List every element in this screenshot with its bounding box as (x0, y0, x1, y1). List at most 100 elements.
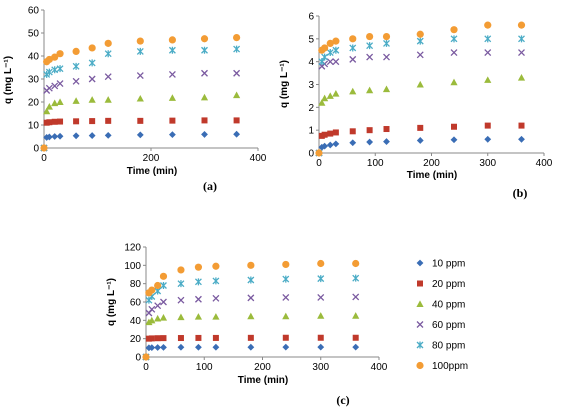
data-point (233, 117, 240, 124)
data-point (56, 80, 64, 88)
y-tick-label: 10 (28, 121, 40, 132)
data-point (51, 66, 59, 74)
x-tick-label: 300 (312, 362, 329, 373)
data-point (169, 117, 176, 124)
data-point (40, 144, 48, 152)
data-point (518, 122, 525, 129)
data-point (326, 92, 334, 99)
legend-label: 20 ppm (432, 279, 465, 290)
data-point (136, 94, 144, 102)
legend: 10 ppm 20 ppm 40 ppm 60 ppm 80 ppm 100ppm (416, 259, 468, 372)
data-point (201, 117, 208, 124)
data-point (352, 293, 360, 301)
y-tick-label: 0 (135, 353, 141, 364)
data-point (321, 131, 328, 138)
y-tick-label: 6 (308, 12, 314, 23)
data-point (212, 277, 220, 285)
series-80ppm (315, 35, 525, 157)
y-tick-label: 5 (308, 34, 314, 45)
data-point (148, 286, 156, 294)
data-point (88, 132, 96, 139)
data-point (282, 312, 290, 320)
data-point (517, 74, 526, 81)
y-tick-label: 0 (308, 149, 314, 160)
data-point (247, 343, 255, 351)
x-tick-label: 200 (254, 362, 271, 373)
data-point (416, 37, 424, 45)
data-point (383, 39, 390, 47)
data-point (88, 75, 96, 83)
data-point (383, 53, 390, 61)
data-point (177, 313, 185, 321)
data-point (72, 47, 80, 56)
data-point (154, 281, 162, 290)
legend-marker (416, 341, 424, 349)
data-point (45, 68, 53, 76)
data-point (326, 39, 334, 48)
data-point (315, 149, 323, 157)
data-point (518, 35, 525, 43)
data-point (212, 294, 220, 302)
data-point (352, 334, 359, 341)
data-point (349, 35, 357, 43)
data-point (51, 53, 59, 61)
data-point (317, 312, 325, 319)
data-point (194, 313, 203, 320)
data-point (154, 344, 162, 351)
data-point (160, 343, 167, 351)
y-tick-label: 20 (28, 98, 40, 109)
data-point (366, 32, 374, 41)
data-point (104, 39, 112, 47)
data-point (233, 69, 241, 77)
x-axis-label: Time (min) (238, 375, 288, 386)
data-point (212, 262, 220, 270)
data-point (326, 58, 334, 66)
panel-label: (c) (336, 393, 349, 407)
data-point (148, 344, 156, 352)
data-point (200, 93, 209, 101)
y-tick-label: 60 (130, 298, 142, 309)
x-axis-label: Time (min) (407, 170, 457, 181)
data-point (366, 53, 374, 61)
data-point (159, 272, 168, 280)
data-point (416, 80, 424, 88)
data-point (177, 335, 184, 342)
y-tick-label: 1 (308, 126, 314, 137)
data-point (247, 276, 255, 284)
data-point (148, 335, 155, 342)
data-point (383, 126, 390, 133)
data-point (51, 118, 58, 125)
x-axis-label: Time (min) (127, 166, 177, 177)
data-point (450, 49, 458, 56)
data-point (321, 94, 329, 102)
data-point (136, 47, 144, 55)
y-tick-label: 60 (28, 6, 40, 17)
y-tick-label: 4 (308, 57, 314, 68)
data-point (349, 55, 357, 63)
data-point (154, 335, 161, 342)
data-point (450, 35, 458, 43)
data-point (177, 296, 185, 304)
data-point (194, 263, 203, 271)
data-point (484, 49, 492, 56)
data-point (212, 343, 220, 351)
data-point (51, 82, 59, 90)
data-point (518, 49, 525, 56)
data-point (88, 59, 96, 67)
data-point (148, 316, 156, 324)
panel-label: (b) (513, 186, 528, 200)
data-point (332, 129, 339, 136)
data-point (46, 119, 53, 126)
data-point (233, 34, 241, 42)
data-point (317, 343, 325, 351)
x-tick-label: 200 (423, 158, 440, 169)
x-tick-label: 100 (196, 362, 213, 373)
data-point (352, 343, 360, 351)
data-point (177, 280, 185, 288)
y-tick-label: 2 (308, 103, 314, 114)
data-point (200, 35, 209, 43)
data-point (72, 77, 80, 85)
legend-marker (416, 259, 424, 267)
data-point (195, 343, 202, 351)
